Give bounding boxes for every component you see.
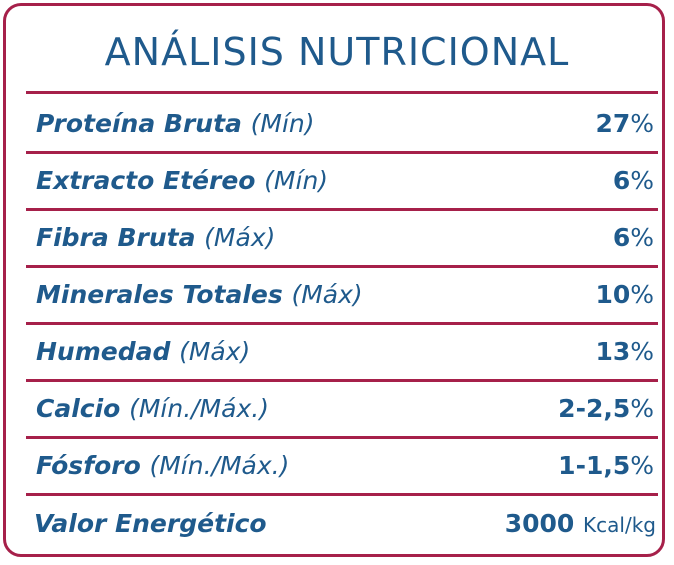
divider <box>26 91 658 94</box>
value-unit: % <box>630 450 654 480</box>
nutrient-qualifier: (Mín) <box>250 108 315 138</box>
nutrient-name: Valor Energético <box>34 508 267 538</box>
nutrient-value: 1-1,5% <box>558 451 654 480</box>
nutrient-name: Fósforo <box>36 450 141 480</box>
nutrient-row-phosphorus: Fósforo (Mín./Máx.) 1-1,5% <box>36 437 654 493</box>
value-number: 27 <box>595 108 631 138</box>
value-unit: % <box>630 279 654 309</box>
nutrient-qualifier: (Máx) <box>291 279 363 309</box>
nutrient-qualifier: (Mín./Máx.) <box>129 393 269 423</box>
nutrient-label: Fibra Bruta (Máx) <box>36 223 275 252</box>
nutrient-label: Extracto Etéreo (Mín) <box>36 166 328 195</box>
nutrient-label: Proteína Bruta (Mín) <box>36 109 315 138</box>
divider <box>26 208 658 211</box>
nutrient-qualifier: (Máx) <box>204 222 276 252</box>
value-unit: % <box>630 108 654 138</box>
nutrient-label: Calcio (Mín./Máx.) <box>36 394 269 423</box>
nutrient-row-protein: Proteína Bruta (Mín) 27% <box>36 95 654 151</box>
nutrient-label: Fósforo (Mín./Máx.) <box>36 451 289 480</box>
panel-title: ANÁLISIS NUTRICIONAL <box>104 30 570 74</box>
divider <box>26 322 658 325</box>
divider <box>26 151 658 154</box>
nutrient-label: Humedad (Máx) <box>36 337 250 366</box>
divider <box>26 436 658 439</box>
nutrient-label: Valor Energético <box>34 509 267 538</box>
nutrient-name: Extracto Etéreo <box>36 165 256 195</box>
value-unit: % <box>630 336 654 366</box>
nutrient-value: 3000 Kcal/kg <box>505 509 656 538</box>
value-number: 1-1,5 <box>558 450 631 480</box>
value-unit: % <box>630 222 654 252</box>
value-number: 13 <box>595 336 631 366</box>
nutrient-row-calcium: Calcio (Mín./Máx.) 2-2,5% <box>36 380 654 436</box>
value-unit: % <box>630 393 654 423</box>
nutrient-row-energy: Valor Energético 3000 Kcal/kg <box>34 495 656 551</box>
nutrient-name: Fibra Bruta <box>36 222 196 252</box>
nutrient-name: Humedad <box>36 336 171 366</box>
nutrient-value: 6% <box>613 223 654 252</box>
nutrient-value: 13% <box>595 337 654 366</box>
value-number: 3000 <box>504 508 575 538</box>
value-number: 6 <box>612 165 631 195</box>
nutrient-qualifier: (Mín) <box>264 165 329 195</box>
divider <box>26 265 658 268</box>
nutrient-row-minerals: Minerales Totales (Máx) 10% <box>36 266 654 322</box>
nutrient-label: Minerales Totales (Máx) <box>36 280 363 309</box>
value-number: 10 <box>595 279 631 309</box>
divider <box>26 379 658 382</box>
nutrient-row-moisture: Humedad (Máx) 13% <box>36 323 654 379</box>
value-number: 2-2,5 <box>558 393 631 423</box>
nutrient-value: 10% <box>595 280 654 309</box>
nutrient-qualifier: (Mín./Máx.) <box>149 450 290 480</box>
nutrient-name: Calcio <box>36 393 121 423</box>
divider <box>26 493 658 496</box>
value-unit: Kcal/kg <box>583 512 656 537</box>
nutrient-value: 27% <box>595 109 654 138</box>
nutrition-panel: ANÁLISIS NUTRICIONAL Proteína Bruta (Mín… <box>3 3 665 557</box>
nutrient-name: Minerales Totales <box>36 279 283 309</box>
nutrient-qualifier: (Máx) <box>179 336 251 366</box>
value-number: 6 <box>612 222 631 252</box>
nutrient-row-fiber: Fibra Bruta (Máx) 6% <box>36 209 654 265</box>
nutrient-value: 6% <box>613 166 654 195</box>
value-unit: % <box>630 165 654 195</box>
nutrient-value: 2-2,5% <box>558 394 654 423</box>
nutrient-row-fat: Extracto Etéreo (Mín) 6% <box>36 152 654 208</box>
nutrient-name: Proteína Bruta <box>36 108 242 138</box>
